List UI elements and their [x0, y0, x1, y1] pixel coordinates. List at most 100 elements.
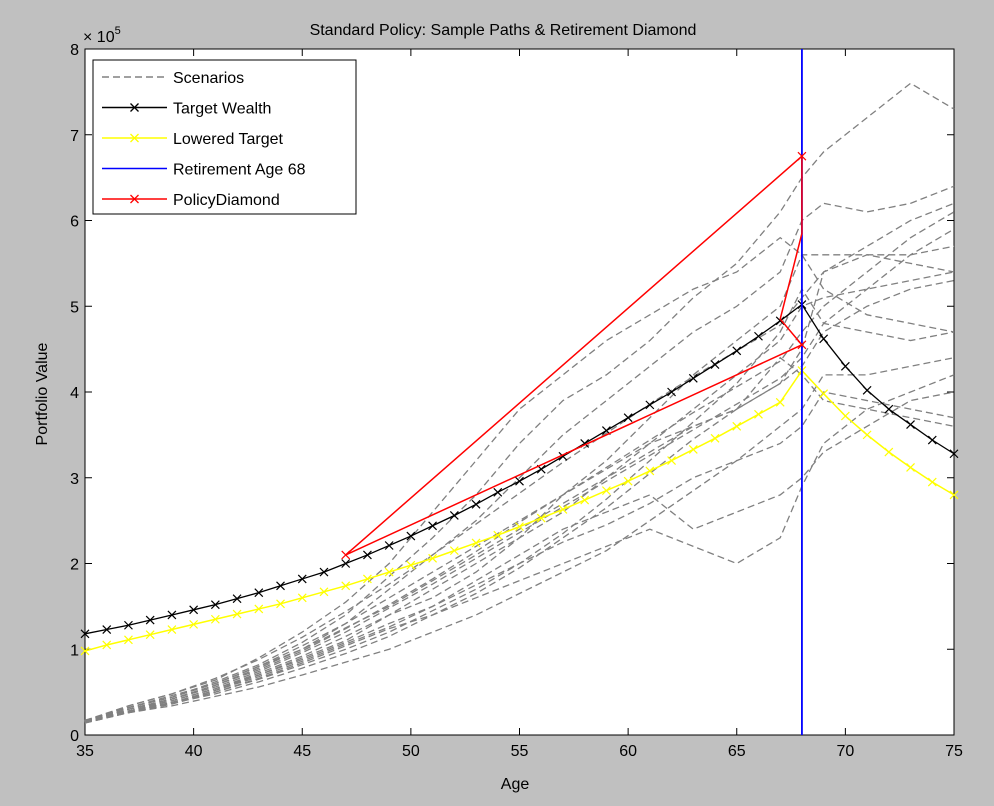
- target-wealth-marker: [276, 581, 285, 591]
- lowered-target-marker: [906, 463, 915, 472]
- target-wealth-marker: [710, 360, 720, 369]
- target-wealth-marker: [775, 316, 785, 326]
- x-tick-label: 70: [836, 743, 854, 760]
- legend: Scenarios Target Wealth Lowered Target Reti…: [92, 59, 357, 215]
- legend-label: Scenarios: [173, 70, 244, 87]
- x-tick-label: 60: [619, 743, 637, 760]
- lowered-target-marker: [862, 430, 872, 440]
- policy-diamond-line: [345, 154, 804, 556]
- lowered-target-marker: [775, 397, 785, 407]
- target-wealth-marker: [254, 588, 264, 598]
- y-exponent-label: × 105: [83, 25, 121, 46]
- lowered-target-marker: [341, 581, 351, 591]
- x-tick-label: 45: [293, 743, 311, 760]
- target-wealth-marker: [906, 420, 915, 430]
- scenario-line: [84, 374, 955, 724]
- x-tick-label: 65: [728, 743, 746, 760]
- target-wealth-marker: [167, 610, 177, 620]
- y-exponent-power: 5: [115, 25, 121, 37]
- lowered-target-marker: [949, 490, 959, 500]
- lowered-target-marker: [580, 495, 590, 505]
- target-wealth-marker: [862, 385, 872, 395]
- lowered-target-marker: [645, 466, 655, 476]
- y-tick-label: 0: [70, 728, 79, 745]
- lowered-target-marker: [167, 625, 177, 634]
- lowered-target-marker: [667, 456, 676, 466]
- y-tick-label: 3: [70, 471, 79, 488]
- target-wealth-marker: [493, 487, 503, 497]
- target-wealth-marker: [667, 387, 676, 397]
- lowered-target-marker: [232, 609, 242, 619]
- target-wealth-marker: [189, 605, 199, 615]
- scenario-line: [84, 279, 955, 722]
- target-wealth-marker: [80, 629, 90, 639]
- x-axis-label: Age: [501, 776, 530, 793]
- lowered-target-marker: [319, 587, 329, 597]
- lowered-target-marker: [145, 630, 155, 640]
- chart-title: Standard Policy: Sample Paths & Retireme…: [310, 22, 697, 39]
- x-tick-label: 55: [511, 743, 529, 760]
- lowered-target-marker: [102, 640, 112, 650]
- lowered-target-marker: [884, 447, 894, 457]
- x-tick-label: 40: [185, 743, 203, 760]
- lowered-target-marker: [515, 522, 524, 532]
- lowered-target-marker: [471, 538, 481, 548]
- lowered-target-marker: [189, 619, 199, 629]
- target-wealth-marker: [232, 594, 242, 604]
- lowered-target-marker: [493, 530, 503, 540]
- legend-label: PolicyDiamond: [173, 192, 280, 209]
- y-tick-label: 7: [70, 128, 79, 145]
- target-wealth-marker: [341, 559, 351, 568]
- series-layer: [80, 49, 959, 735]
- scenario-line: [84, 236, 955, 722]
- lowered-target-marker: [276, 599, 285, 609]
- target-wealth-marker: [319, 567, 329, 577]
- target-wealth-marker: [145, 615, 155, 625]
- lowered-target-marker: [754, 409, 763, 419]
- policy-diamond-marker: [797, 151, 807, 161]
- lowered-target-marker: [601, 486, 611, 496]
- scenario-line: [84, 271, 955, 722]
- target-wealth-marker: [297, 574, 307, 584]
- target-wealth-marker: [819, 334, 829, 344]
- lowered-target-marker: [558, 505, 568, 514]
- legend-box: [92, 59, 357, 215]
- lowered-target-marker: [536, 513, 546, 523]
- scenario-line: [84, 245, 955, 722]
- target-wealth-marker: [754, 331, 763, 341]
- lowered-target-marker: [732, 421, 742, 431]
- lowered-target-marker: [363, 574, 372, 584]
- lowered-target-marker: [124, 635, 133, 645]
- lowered-target-marker: [428, 553, 438, 563]
- scenario-line: [84, 228, 955, 723]
- lowered-target-marker: [710, 433, 720, 443]
- y-axis-label: Portfolio Value: [34, 342, 51, 445]
- target-wealth-marker: [363, 550, 372, 560]
- lowered-target-marker: [254, 604, 264, 614]
- policy-diamond-marker: [341, 550, 351, 560]
- x-tick-label: 75: [945, 743, 963, 760]
- target-wealth-marker: [384, 541, 394, 550]
- lowered-target-marker: [927, 477, 937, 487]
- x-tick-label: 35: [76, 743, 94, 760]
- scenario-line: [84, 391, 955, 723]
- y-tick-label: 5: [70, 299, 79, 316]
- lowered-target-marker: [840, 411, 850, 421]
- target-wealth-marker: [515, 476, 524, 486]
- target-wealth-marker: [102, 625, 112, 634]
- scenario-line: [84, 211, 955, 722]
- target-wealth-marker: [688, 373, 698, 383]
- target-wealth-marker: [124, 620, 133, 630]
- scenario-line: [84, 185, 955, 723]
- lowered-target-marker: [688, 445, 698, 454]
- y-tick-label: 8: [70, 42, 79, 59]
- y-exponent-base: × 10: [83, 29, 115, 46]
- legend-marker: [130, 103, 139, 112]
- scenario-line: [84, 202, 955, 722]
- legend-label: Retirement Age 68: [173, 162, 306, 179]
- legend-label: Target Wealth: [173, 101, 271, 118]
- lowered-target-marker: [406, 560, 416, 570]
- lowered-target-marker: [819, 389, 829, 399]
